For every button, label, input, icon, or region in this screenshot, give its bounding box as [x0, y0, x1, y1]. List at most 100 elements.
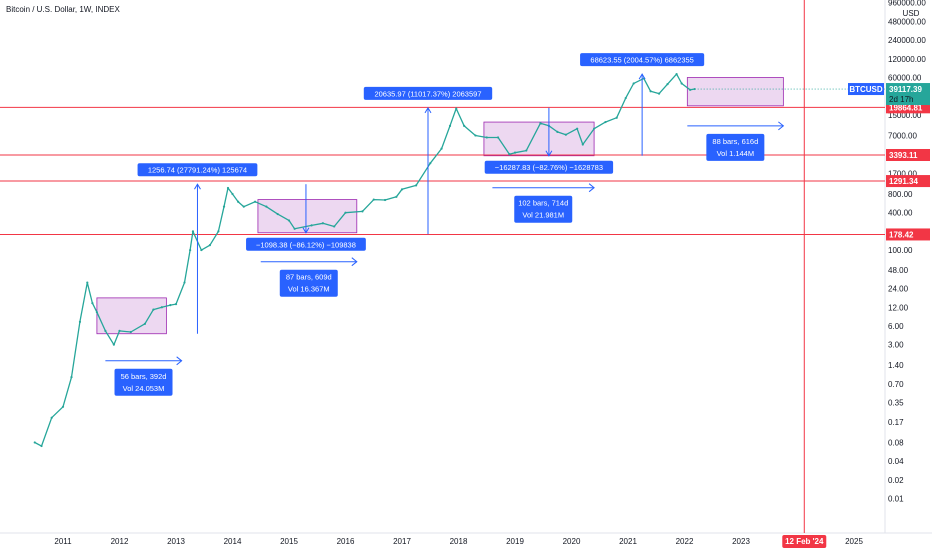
y-tick-label: 0.08: [888, 438, 904, 447]
y-axis-unit: USD: [903, 9, 920, 18]
price-point: [615, 116, 618, 119]
x-tick-label: 2025: [845, 537, 863, 546]
y-tick-label: 120000.00: [888, 55, 926, 64]
drop-label: −1098.38 (−86.12%) −109838: [256, 240, 356, 249]
x-tick-label: 2022: [676, 537, 694, 546]
y-tick-label: 240000.00: [888, 36, 926, 45]
price-point: [70, 376, 73, 379]
price-point: [254, 200, 257, 203]
price-point: [160, 306, 163, 309]
y-tick-label: 24.00: [888, 285, 909, 294]
price-level-label: 178.42: [889, 230, 914, 239]
price-point: [265, 205, 268, 208]
symbol-badge: [848, 83, 884, 96]
price-point: [525, 149, 528, 152]
range-box[interactable]: [96, 297, 167, 335]
y-tick-label: 0.17: [888, 418, 904, 427]
rise-badge: [363, 86, 493, 100]
y-tick-label: 0.35: [888, 399, 904, 408]
drop-badge: [484, 160, 614, 174]
x-tick-label: 2016: [337, 537, 355, 546]
price-point: [689, 88, 692, 91]
price-point: [333, 225, 336, 228]
price-level-label: 1291.34: [889, 177, 918, 186]
x-tick-label: 2021: [619, 537, 637, 546]
price-point: [463, 124, 466, 127]
measure-arrowhead: [302, 227, 310, 234]
range-volume-label: Vol 21.981M: [522, 211, 564, 220]
y-tick-label: 0.70: [888, 380, 904, 389]
y-tick-label: 0.02: [888, 476, 904, 485]
range-box[interactable]: [686, 77, 784, 107]
btcusd-price-line[interactable]: [34, 73, 695, 447]
price-level-badge: [886, 175, 930, 188]
x-tick-label: 2019: [506, 537, 524, 546]
price-point: [564, 133, 567, 136]
range-badge: [514, 195, 573, 223]
price-point: [183, 281, 186, 284]
price-point: [152, 308, 155, 311]
price-point: [189, 248, 192, 252]
y-tick-label: 12.00: [888, 303, 909, 312]
price-level-badge: [886, 148, 930, 161]
y-tick-label: 1.40: [888, 361, 904, 370]
rise-badge: [137, 163, 258, 177]
y-tick-label: 800.00: [888, 190, 913, 199]
price-point: [208, 244, 211, 247]
range-box[interactable]: [257, 199, 358, 234]
x-tick-label: 2023: [732, 537, 750, 546]
range-volume-label: Vol 16.367M: [288, 285, 330, 294]
date-marker-badge: [782, 535, 827, 548]
price-point: [78, 320, 82, 323]
price-point: [118, 329, 121, 332]
price-point: [200, 248, 203, 252]
price-point: [231, 192, 234, 196]
price-point: [226, 186, 230, 190]
x-tick-label: 2012: [111, 537, 129, 546]
drop-badge: [246, 237, 366, 251]
price-point: [593, 127, 596, 130]
price-point: [112, 343, 115, 346]
price-point: [169, 304, 172, 307]
price-point: [191, 230, 195, 233]
y-tick-label: 400.00: [888, 209, 913, 218]
price-point: [91, 302, 94, 305]
price-point: [675, 73, 678, 76]
range-badge: [114, 368, 173, 396]
price-point: [485, 136, 488, 139]
x-tick-label: 2020: [563, 537, 581, 546]
range-arrowhead: [778, 121, 785, 131]
range-bars-label: 102 bars, 714d: [518, 199, 568, 208]
price-point: [513, 151, 517, 154]
y-tick-label: 0.04: [888, 457, 904, 466]
price-point: [496, 136, 500, 139]
x-tick-label: 2018: [450, 537, 468, 546]
range-badge: [279, 269, 338, 297]
price-point: [361, 210, 364, 213]
rise-badge: [580, 53, 705, 67]
price-point: [415, 184, 418, 187]
price-point: [508, 153, 511, 156]
y-tick-label: 60000.00: [888, 74, 922, 83]
price-point: [344, 211, 347, 214]
y-tick-label: 48.00: [888, 266, 909, 275]
range-bars-label: 87 bars, 609d: [286, 273, 332, 282]
price-point: [86, 281, 89, 284]
range-arrowhead: [351, 257, 358, 267]
range-box[interactable]: [483, 121, 595, 157]
measure-arrowhead: [194, 183, 201, 190]
drop-label: −16287.83 (−82.76%) −1628783: [495, 163, 603, 172]
price-point: [395, 195, 398, 198]
price-point: [143, 322, 147, 325]
price-point: [581, 143, 584, 146]
price-point: [33, 441, 36, 444]
x-tick-label: 2015: [280, 537, 298, 546]
price-point: [448, 124, 452, 127]
price-point: [129, 330, 132, 334]
price-point: [222, 205, 226, 208]
y-tick-label: 960000.00: [888, 0, 926, 8]
measure-arrowhead: [545, 150, 553, 157]
rise-label: 68623.55 (2004.57%) 6862355: [590, 56, 693, 65]
symbol-label: BTCUSD: [849, 85, 883, 94]
